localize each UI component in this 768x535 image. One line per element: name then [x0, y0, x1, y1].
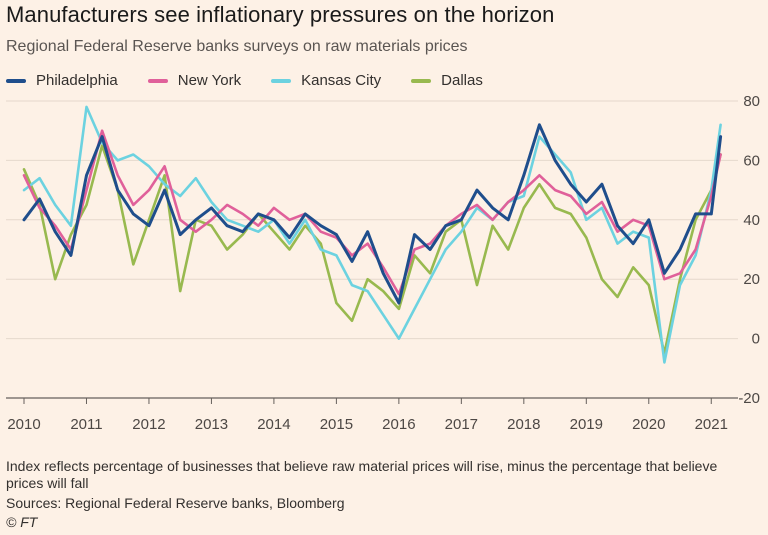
x-tick-label: 2010: [7, 416, 40, 433]
chart-subtitle: Regional Federal Reserve banks surveys o…: [6, 38, 468, 55]
legend-swatch-dallas: [411, 78, 432, 83]
x-tick-label: 2015: [320, 416, 353, 433]
chart-title: Manufacturers see inflationary pressures…: [6, 2, 555, 27]
x-tick-label: 2013: [195, 416, 228, 433]
legend-swatch-kansas-city: [271, 78, 292, 83]
x-tick-label: 2019: [570, 416, 603, 433]
y-tick-label: 60: [743, 152, 760, 169]
legend: Philadelphia New York Kansas City Dallas: [6, 72, 483, 89]
legend-item-kansas-city: Kansas City: [271, 72, 381, 89]
legend-label-new-york: New York: [177, 72, 242, 89]
y-tick-label: -20: [738, 390, 760, 407]
x-tick-label: 2017: [445, 416, 478, 433]
legend-item-new-york: New York: [147, 72, 242, 89]
x-axis-ticks: 2010 2011 2012 2013 2014 2015 2016 2017 2018 2019…: [7, 398, 728, 433]
legend-item-dallas: Dallas: [411, 72, 483, 89]
legend-label-dallas: Dallas: [441, 72, 483, 89]
x-tick-label: 2014: [257, 416, 290, 433]
source-note: Sources: Regional Federal Reserve banks,…: [6, 495, 345, 511]
y-tick-label: 40: [743, 212, 760, 229]
series-line-kansas-city: [22, 105, 722, 364]
series-line-dallas: [22, 144, 722, 355]
gridlines: [6, 100, 738, 399]
x-tick-label: 2016: [382, 416, 415, 433]
x-tick-label: 2020: [632, 416, 665, 433]
legend-label-kansas-city: Kansas City: [301, 72, 382, 89]
x-tick-label: 2021: [695, 416, 728, 433]
legend-item-philadelphia: Philadelphia: [6, 72, 118, 89]
series-lines: [22, 105, 723, 364]
credit: © FT: [6, 514, 38, 530]
x-tick-label: 2012: [132, 416, 165, 433]
legend-swatch-philadelphia: [6, 78, 26, 83]
x-tick-label: 2011: [70, 416, 102, 433]
y-tick-label: 20: [743, 271, 760, 288]
y-tick-label: 80: [743, 93, 760, 110]
footnote: Index reflects percentage of businesses …: [6, 458, 718, 491]
legend-label-philadelphia: Philadelphia: [36, 72, 118, 89]
x-tick-label: 2018: [507, 416, 540, 433]
legend-swatch-new-york: [147, 78, 168, 83]
y-tick-label: 0: [752, 331, 760, 348]
y-axis-ticks: 80 60 40 20 0 -20: [738, 93, 760, 407]
series-line-philadelphia: [22, 123, 723, 305]
